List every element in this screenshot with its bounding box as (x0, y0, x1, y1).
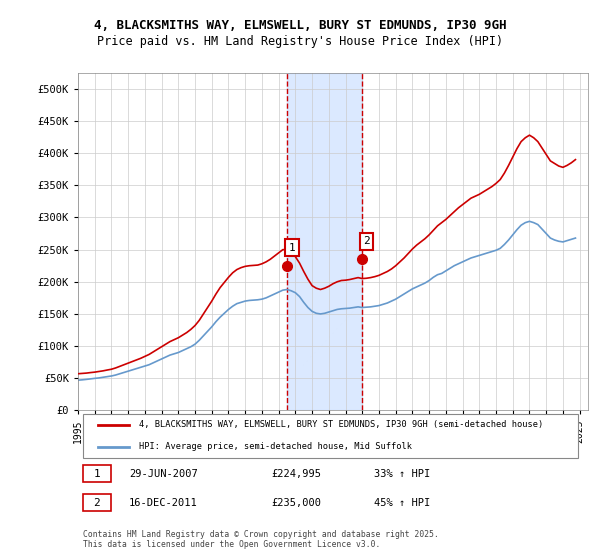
Text: HPI: Average price, semi-detached house, Mid Suffolk: HPI: Average price, semi-detached house,… (139, 442, 412, 451)
Text: 29-JUN-2007: 29-JUN-2007 (129, 469, 198, 479)
FancyBboxPatch shape (83, 465, 111, 482)
Text: £224,995: £224,995 (272, 469, 322, 479)
Text: Price paid vs. HM Land Registry's House Price Index (HPI): Price paid vs. HM Land Registry's House … (97, 35, 503, 49)
Text: 16-DEC-2011: 16-DEC-2011 (129, 498, 198, 508)
Text: 2: 2 (363, 236, 370, 246)
Text: Contains HM Land Registry data © Crown copyright and database right 2025.
This d: Contains HM Land Registry data © Crown c… (83, 530, 439, 549)
Text: 33% ↑ HPI: 33% ↑ HPI (374, 469, 430, 479)
Text: 1: 1 (94, 469, 100, 479)
FancyBboxPatch shape (83, 494, 111, 511)
Text: £235,000: £235,000 (272, 498, 322, 508)
Bar (287, 73, 362, 410)
FancyBboxPatch shape (83, 414, 578, 459)
Text: 4, BLACKSMITHS WAY, ELMSWELL, BURY ST EDMUNDS, IP30 9GH: 4, BLACKSMITHS WAY, ELMSWELL, BURY ST ED… (94, 18, 506, 32)
Text: 4, BLACKSMITHS WAY, ELMSWELL, BURY ST EDMUNDS, IP30 9GH (semi-detached house): 4, BLACKSMITHS WAY, ELMSWELL, BURY ST ED… (139, 420, 544, 429)
Text: 1: 1 (289, 242, 295, 253)
Text: 45% ↑ HPI: 45% ↑ HPI (374, 498, 430, 508)
Text: 2: 2 (94, 498, 100, 508)
